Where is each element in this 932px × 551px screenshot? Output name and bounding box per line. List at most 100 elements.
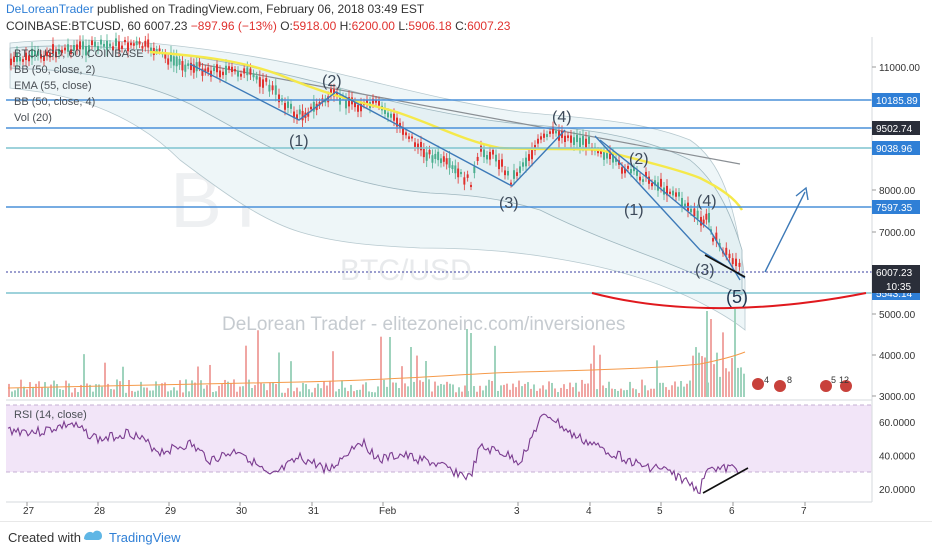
candle-body: [172, 56, 175, 66]
volume-bar: [581, 379, 583, 397]
candle-body: [672, 190, 674, 196]
candle-body: [46, 51, 48, 57]
volume-bar: [212, 392, 214, 397]
volume-bar: [278, 352, 280, 397]
volume-bar: [551, 382, 553, 397]
volume-bar: [596, 389, 598, 397]
published-text: published on TradingView.com, February 0…: [93, 2, 425, 16]
c-label: C:: [455, 19, 468, 33]
volume-bar: [455, 392, 457, 397]
rsi-axis[interactable]: 60.0000 40.0000 20.0000: [879, 418, 916, 496]
candle-body: [73, 45, 75, 51]
candle-body: [310, 106, 312, 110]
legend-bb-2[interactable]: BB (50, close, 2): [14, 64, 95, 76]
volume-bar: [230, 383, 232, 397]
volume-bar: [377, 386, 379, 397]
candle-body: [55, 51, 57, 58]
countdown-label: 10:35: [886, 282, 911, 293]
indicator-legend: BTC/USD, 60, COINBASE BB (50, close, 2) …: [14, 48, 144, 124]
candle-body: [155, 48, 158, 52]
candle-body: [61, 49, 63, 53]
candle-body: [127, 42, 129, 52]
legend-bb-4[interactable]: BB (50, close, 4): [14, 96, 95, 108]
volume-bar: [17, 388, 19, 397]
volume-bar: [706, 311, 708, 397]
volume-bar: [470, 333, 472, 397]
volume-bar: [11, 391, 13, 397]
volume-bar: [296, 387, 298, 397]
volume-bar: [725, 368, 727, 397]
flag-icon[interactable]: [840, 380, 852, 392]
volume-bar: [62, 389, 64, 397]
volume-bar: [482, 390, 484, 397]
candle-body: [728, 253, 731, 259]
candle-body: [138, 41, 141, 45]
candle-body: [210, 70, 212, 77]
volume-bar: [272, 382, 274, 397]
volume-bar: [626, 389, 628, 397]
price-tick-label: 8000.00: [879, 186, 916, 197]
volume-bar: [176, 390, 178, 397]
event-badges[interactable]: 4 8 5 12: [752, 375, 852, 392]
volume-bar: [716, 352, 718, 397]
volume-bar: [713, 364, 715, 397]
price-axis[interactable]: 11000.00 8000.00 7000.00 5000.00 4000.00 3000…: [872, 63, 920, 403]
volume-bar: [44, 382, 46, 397]
price-level-label: 10185.89: [876, 96, 918, 107]
volume-bar: [32, 386, 34, 397]
candle-body: [600, 150, 602, 154]
candle-body: [681, 197, 683, 207]
candle-body: [492, 149, 494, 155]
candle-body: [510, 182, 512, 185]
volume-bar: [554, 388, 556, 397]
volume-bar: [356, 390, 358, 397]
volume-bar: [242, 386, 244, 397]
candle-body: [396, 117, 398, 127]
flag-icon[interactable]: [752, 378, 764, 390]
volume-bar: [422, 381, 424, 397]
author-name[interactable]: DeLoreanTrader: [6, 2, 94, 16]
chart-canvas[interactable]: BTCUSD, 60 BTC/USD (1) (2) (3) (4) (1) (…: [0, 0, 932, 522]
volume-bar: [308, 389, 310, 397]
volume-bar: [359, 389, 361, 397]
candle-body: [37, 50, 39, 56]
time-tick-label: 4: [586, 506, 592, 517]
rsi-tick-label: 20.0000: [879, 485, 916, 496]
candle-body: [178, 58, 181, 65]
candle-body: [725, 247, 728, 255]
volume-bar: [548, 381, 550, 397]
volume-bar: [140, 381, 142, 397]
volume-bar: [599, 354, 601, 397]
volume-bar: [566, 389, 568, 397]
projection-arrow: [764, 191, 806, 273]
wave-label-2: (2): [322, 73, 342, 90]
volume-bars: [7, 309, 746, 397]
volume-bar: [110, 388, 112, 397]
o-value: 5918.00: [292, 19, 337, 33]
candle-body: [330, 89, 332, 95]
volume-bar: [536, 390, 538, 397]
tradingview-logo-icon[interactable]: [82, 527, 104, 546]
candle-body: [624, 168, 626, 174]
candle-body: [387, 112, 389, 118]
legend-ema[interactable]: EMA (55, close): [14, 80, 92, 92]
legend-symbol[interactable]: BTC/USD, 60, COINBASE: [14, 48, 144, 60]
legend-vol[interactable]: Vol (20): [14, 112, 52, 124]
time-axis[interactable]: 27 28 29 30 31 Feb 3 4 5 6 7: [23, 502, 807, 517]
volume-bar: [89, 384, 91, 397]
volume-bar: [677, 386, 679, 397]
volume-bar: [488, 379, 490, 397]
candle-body: [112, 46, 114, 51]
tradingview-brand[interactable]: TradingView: [109, 530, 181, 545]
volume-bar: [80, 384, 82, 397]
volume-bar: [353, 391, 355, 397]
rsi-label[interactable]: RSI (14, close): [14, 409, 87, 421]
volume-bar: [509, 389, 511, 397]
volume-bar: [245, 345, 247, 397]
flag-icon[interactable]: [774, 380, 786, 392]
volume-bar: [65, 380, 67, 397]
volume-bar: [26, 389, 28, 397]
volume-bar: [131, 390, 133, 397]
flag-icon[interactable]: [820, 380, 832, 392]
candle-body: [34, 50, 36, 57]
